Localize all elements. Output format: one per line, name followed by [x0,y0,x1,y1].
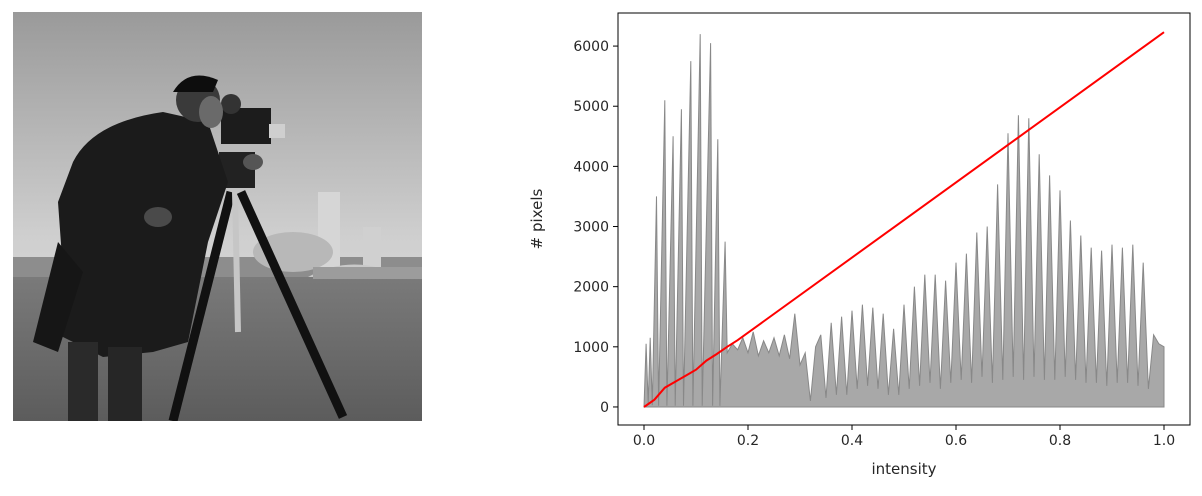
x-tick-label: 0.0 [633,433,655,449]
x-tick-label: 1.0 [1153,433,1175,449]
y-tick-label: 3000 [573,220,609,236]
x-tick-label: 0.6 [945,433,967,449]
grayscale-photo-icon [13,12,422,423]
cdf-line [643,31,1165,408]
plot-area [643,31,1165,408]
y-tick-label: 6000 [573,39,609,55]
histogram-chart: 0.0 0.2 0.4 0.6 0.8 1.0 0 1000 2000 3000 4000 5000… [520,0,1202,492]
x-tick-label: 0.4 [841,433,863,449]
y-tick-label: 4000 [573,159,609,175]
x-tick-label: 0.8 [1049,433,1071,449]
y-axis: 0 1000 2000 3000 4000 5000 6000 [573,39,618,416]
cameraman-image [13,12,422,423]
x-tick-label: 0.2 [737,433,759,449]
x-axis-label: intensity [871,460,936,478]
y-tick-label: 5000 [573,99,609,115]
histogram-svg: 0.0 0.2 0.4 0.6 0.8 1.0 0 1000 2000 3000 4000 5000… [528,12,1191,478]
x-axis: 0.0 0.2 0.4 0.6 0.8 1.0 [633,425,1175,449]
axes-frame [617,12,1191,426]
y-tick-label: 2000 [573,280,609,296]
y-tick-label: 0 [600,400,609,416]
y-axis-label: # pixels [528,188,546,249]
y-tick-label: 1000 [573,340,609,356]
